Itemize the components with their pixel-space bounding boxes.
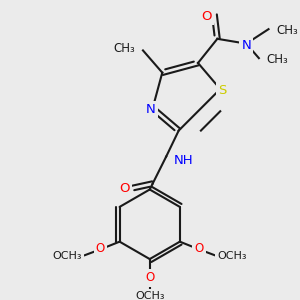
Text: S: S	[218, 84, 226, 97]
Text: N: N	[242, 39, 251, 52]
Text: NH: NH	[174, 154, 194, 166]
Text: O: O	[119, 182, 130, 195]
Text: N: N	[146, 103, 156, 116]
Text: O: O	[145, 272, 154, 284]
Text: CH₃: CH₃	[267, 53, 288, 66]
Text: O: O	[202, 10, 212, 23]
Text: O: O	[96, 242, 105, 256]
Text: O: O	[194, 242, 204, 256]
Text: CH₃: CH₃	[113, 41, 135, 55]
Text: OCH₃: OCH₃	[218, 251, 247, 261]
Text: OCH₃: OCH₃	[52, 251, 82, 261]
Text: OCH₃: OCH₃	[135, 291, 164, 300]
Text: CH₃: CH₃	[276, 24, 298, 37]
